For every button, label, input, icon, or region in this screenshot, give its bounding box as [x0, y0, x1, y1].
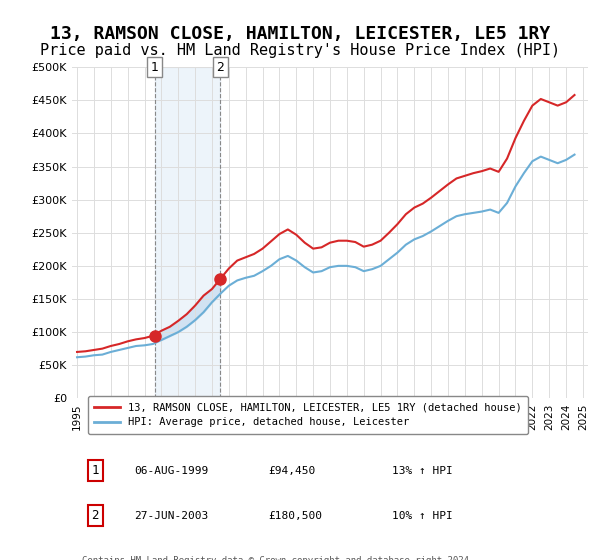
Text: 1: 1	[151, 60, 158, 74]
Text: 06-AUG-1999: 06-AUG-1999	[134, 465, 208, 475]
Bar	[155, 67, 220, 398]
Text: 13% ↑ HPI: 13% ↑ HPI	[392, 465, 452, 475]
Text: £180,500: £180,500	[268, 511, 322, 521]
Text: 10% ↑ HPI: 10% ↑ HPI	[392, 511, 452, 521]
Text: £94,450: £94,450	[268, 465, 316, 475]
Text: Price paid vs. HM Land Registry's House Price Index (HPI): Price paid vs. HM Land Registry's House …	[40, 43, 560, 58]
Text: 2: 2	[91, 509, 99, 522]
Text: 27-JUN-2003: 27-JUN-2003	[134, 511, 208, 521]
Text: 1: 1	[91, 464, 99, 477]
Legend: 13, RAMSON CLOSE, HAMILTON, LEICESTER, LE5 1RY (detached house), HPI: Average pr: 13, RAMSON CLOSE, HAMILTON, LEICESTER, L…	[88, 396, 528, 433]
Text: 13, RAMSON CLOSE, HAMILTON, LEICESTER, LE5 1RY: 13, RAMSON CLOSE, HAMILTON, LEICESTER, L…	[50, 25, 550, 43]
Text: 2: 2	[217, 60, 224, 74]
Text: Contains HM Land Registry data © Crown copyright and database right 2024.
This d: Contains HM Land Registry data © Crown c…	[82, 556, 475, 560]
